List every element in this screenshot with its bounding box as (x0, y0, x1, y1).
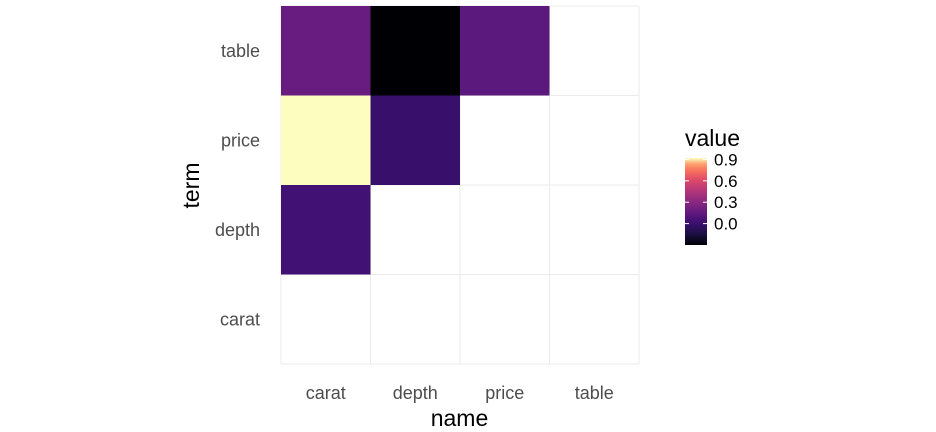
heatmap-cells (281, 6, 550, 275)
x-axis-ticks: carat depth price table (306, 383, 614, 403)
heatmap-cell-depth-table (370, 6, 460, 96)
legend-tick-label: 0.6 (714, 172, 738, 191)
heatmap-cell-carat-table (281, 6, 371, 96)
heatmap-cell-depth-price (370, 95, 460, 185)
heatmap-cell-carat-price (281, 95, 371, 185)
y-tick-label: price (221, 130, 260, 150)
heatmap-cell-carat-depth (281, 185, 371, 275)
legend-ticks: 0.9 0.6 0.3 0.0 (685, 150, 738, 234)
y-tick-label: depth (215, 220, 260, 240)
legend-tick-label: 0.3 (714, 193, 738, 212)
x-tick-label: price (485, 383, 524, 403)
y-axis-title: term (178, 163, 204, 209)
x-axis-title: name (431, 405, 489, 431)
heatmap-cell-price-table (460, 6, 550, 96)
legend-title: value (685, 125, 740, 151)
legend-colorbar (685, 158, 707, 245)
y-axis-ticks: carat depth price table (215, 41, 260, 330)
legend-tick-label: 0.0 (714, 215, 738, 234)
x-tick-label: depth (393, 383, 438, 403)
y-tick-label: carat (220, 309, 260, 329)
color-legend: value 0.9 0.6 0.3 0.0 (685, 125, 740, 245)
x-tick-label: table (575, 383, 614, 403)
y-tick-label: table (221, 41, 260, 61)
x-tick-label: carat (306, 383, 346, 403)
legend-tick-label: 0.9 (714, 150, 738, 169)
